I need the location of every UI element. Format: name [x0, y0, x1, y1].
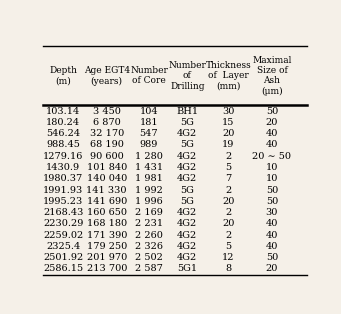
Text: 213 700: 213 700 [87, 264, 127, 273]
Text: 30: 30 [266, 208, 278, 217]
Text: 1430.9: 1430.9 [46, 163, 80, 172]
Text: 5G: 5G [180, 197, 194, 206]
Text: 179 250: 179 250 [87, 242, 127, 251]
Text: 140 040: 140 040 [87, 174, 127, 183]
Text: 5: 5 [225, 242, 231, 251]
Text: 4G2: 4G2 [177, 242, 197, 251]
Text: 50: 50 [266, 106, 278, 116]
Text: 40: 40 [266, 129, 278, 138]
Text: 171 390: 171 390 [87, 231, 127, 240]
Text: 168 180: 168 180 [87, 219, 127, 228]
Text: 4G2: 4G2 [177, 253, 197, 262]
Text: 19: 19 [222, 140, 235, 149]
Text: 2230.29: 2230.29 [43, 219, 83, 228]
Text: 104: 104 [140, 106, 158, 116]
Text: 546.24: 546.24 [46, 129, 80, 138]
Text: 8: 8 [225, 264, 231, 273]
Text: 2501.92: 2501.92 [43, 253, 83, 262]
Text: 547: 547 [140, 129, 158, 138]
Text: 2: 2 [225, 208, 232, 217]
Text: 989: 989 [140, 140, 158, 149]
Text: 1 996: 1 996 [135, 197, 163, 206]
Text: 1991.93: 1991.93 [43, 186, 83, 194]
Text: 1 981: 1 981 [135, 174, 163, 183]
Text: 4G2: 4G2 [177, 208, 197, 217]
Text: BH1: BH1 [176, 106, 198, 116]
Text: 103.14: 103.14 [46, 106, 80, 116]
Text: 2259.02: 2259.02 [43, 231, 83, 240]
Text: 4G2: 4G2 [177, 129, 197, 138]
Text: 20: 20 [222, 219, 235, 228]
Text: 141 690: 141 690 [87, 197, 127, 206]
Text: 5G: 5G [180, 118, 194, 127]
Text: 5G: 5G [180, 140, 194, 149]
Text: 2168.43: 2168.43 [43, 208, 83, 217]
Text: 40: 40 [266, 219, 278, 228]
Text: 2 169: 2 169 [135, 208, 163, 217]
Text: 3 450: 3 450 [93, 106, 121, 116]
Text: 7: 7 [225, 174, 232, 183]
Text: 2586.15: 2586.15 [43, 264, 83, 273]
Text: 2 502: 2 502 [135, 253, 163, 262]
Text: 101 840: 101 840 [87, 163, 127, 172]
Text: 50: 50 [266, 186, 278, 194]
Text: 2 231: 2 231 [135, 219, 163, 228]
Text: Maximal
Size of
Ash
(μm): Maximal Size of Ash (μm) [252, 56, 292, 96]
Text: 1980.37: 1980.37 [43, 174, 83, 183]
Text: 2 260: 2 260 [135, 231, 163, 240]
Text: 1 992: 1 992 [135, 186, 163, 194]
Text: 2: 2 [225, 152, 232, 161]
Text: 12: 12 [222, 253, 235, 262]
Text: 988.45: 988.45 [46, 140, 80, 149]
Text: 181: 181 [140, 118, 158, 127]
Text: 1995.23: 1995.23 [43, 197, 83, 206]
Text: 5G: 5G [180, 186, 194, 194]
Text: 68 190: 68 190 [90, 140, 124, 149]
Text: 20: 20 [222, 197, 235, 206]
Text: Thickness
of  Layer
(mm): Thickness of Layer (mm) [205, 61, 251, 91]
Text: 10: 10 [266, 174, 278, 183]
Text: 32 170: 32 170 [90, 129, 124, 138]
Text: 2325.4: 2325.4 [46, 242, 80, 251]
Text: 4G2: 4G2 [177, 174, 197, 183]
Text: 50: 50 [266, 253, 278, 262]
Text: 40: 40 [266, 140, 278, 149]
Text: 4G2: 4G2 [177, 163, 197, 172]
Text: Age EGT4
(years): Age EGT4 (years) [84, 66, 130, 85]
Text: 141 330: 141 330 [87, 186, 127, 194]
Text: 2 326: 2 326 [135, 242, 163, 251]
Text: 40: 40 [266, 231, 278, 240]
Text: Depth
(m): Depth (m) [49, 66, 77, 85]
Text: 30: 30 [222, 106, 235, 116]
Text: 4G2: 4G2 [177, 219, 197, 228]
Text: 4G2: 4G2 [177, 152, 197, 161]
Text: 15: 15 [222, 118, 235, 127]
Text: Number
of
Drilling: Number of Drilling [168, 61, 206, 91]
Text: 2 587: 2 587 [135, 264, 163, 273]
Text: 40: 40 [266, 242, 278, 251]
Text: 160 650: 160 650 [87, 208, 127, 217]
Text: 50: 50 [266, 197, 278, 206]
Text: 5: 5 [225, 163, 231, 172]
Text: 1 431: 1 431 [135, 163, 163, 172]
Text: 20: 20 [266, 118, 278, 127]
Text: 4G2: 4G2 [177, 231, 197, 240]
Text: 1279.16: 1279.16 [43, 152, 83, 161]
Text: 2: 2 [225, 231, 232, 240]
Text: 20 ∼ 50: 20 ∼ 50 [252, 152, 291, 161]
Text: 10: 10 [266, 163, 278, 172]
Text: Number
of Core: Number of Core [130, 66, 168, 85]
Text: 201 970: 201 970 [87, 253, 127, 262]
Text: 90 600: 90 600 [90, 152, 123, 161]
Text: 20: 20 [266, 264, 278, 273]
Text: 180.24: 180.24 [46, 118, 80, 127]
Text: 6 870: 6 870 [93, 118, 121, 127]
Text: 5G1: 5G1 [177, 264, 197, 273]
Text: 20: 20 [222, 129, 235, 138]
Text: 2: 2 [225, 186, 232, 194]
Text: 1 280: 1 280 [135, 152, 163, 161]
